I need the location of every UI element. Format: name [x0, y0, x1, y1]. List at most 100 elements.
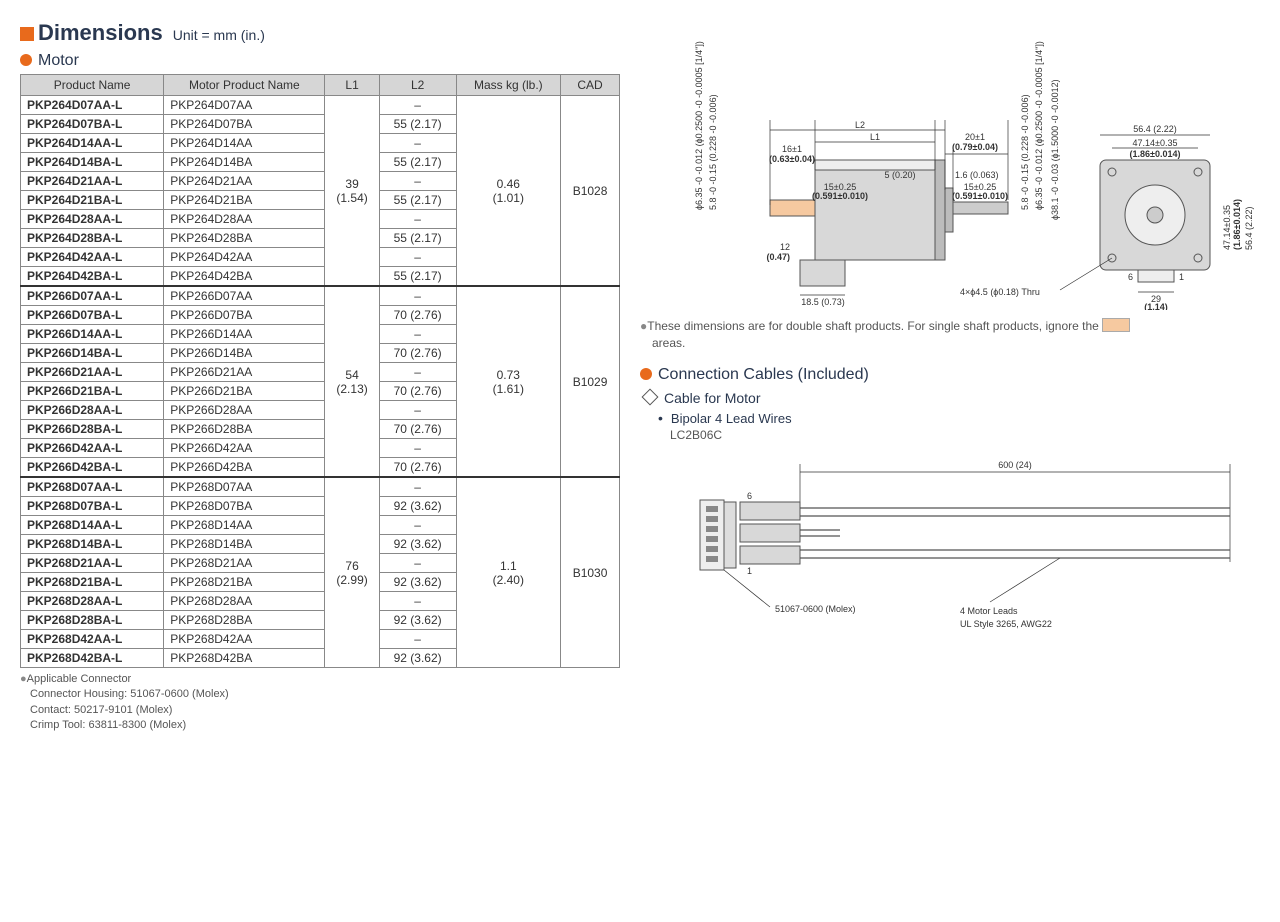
motor-product-name: PKP264D14BA [164, 153, 325, 172]
product-name: PKP268D14AA-L [21, 516, 164, 535]
product-name: PKP264D21AA-L [21, 172, 164, 191]
product-name: PKP268D07AA-L [21, 477, 164, 497]
product-name: PKP264D21BA-L [21, 191, 164, 210]
svg-text:5.8 -0 -0.15 (0.228 -0 -0.006): 5.8 -0 -0.15 (0.228 -0 -0.006) [708, 94, 718, 210]
product-name: PKP266D07BA-L [21, 306, 164, 325]
product-name: PKP266D42AA-L [21, 439, 164, 458]
mass-cell: 0.73(1.61) [456, 286, 561, 477]
motor-product-name: PKP266D07BA [164, 306, 325, 325]
l2-cell: 70 (2.76) [379, 306, 456, 325]
product-name: PKP268D14BA-L [21, 535, 164, 554]
motor-product-name: PKP264D21BA [164, 191, 325, 210]
l1-cell: 39(1.54) [325, 96, 379, 287]
table-header: CAD [561, 75, 620, 96]
l2-cell: – [379, 554, 456, 573]
table-header: Mass kg (lb.) [456, 75, 561, 96]
l2-cell: 55 (2.17) [379, 229, 456, 248]
product-name: PKP264D07AA-L [21, 96, 164, 115]
motor-product-name: PKP266D14BA [164, 344, 325, 363]
l2-cell: 55 (2.17) [379, 115, 456, 134]
l1-cell: 54(2.13) [325, 286, 379, 477]
svg-text:1.6 (0.063): 1.6 (0.063) [955, 170, 999, 180]
l2-cell: 70 (2.76) [379, 382, 456, 401]
table-row: PKP268D07AA-LPKP268D07AA76(2.99)–1.1(2.4… [21, 477, 620, 497]
cad-cell: B1029 [561, 286, 620, 477]
motor-product-name: PKP264D21AA [164, 172, 325, 191]
svg-text:5 (0.20): 5 (0.20) [884, 170, 915, 180]
product-name: PKP264D14AA-L [21, 134, 164, 153]
l2-cell: – [379, 325, 456, 344]
svg-text:ϕ38.1 -0 -0.03 (ϕ1.5000 -0 -0.: ϕ38.1 -0 -0.03 (ϕ1.5000 -0 -0.0012) [1050, 79, 1060, 220]
unit-label: Unit = mm (in.) [173, 27, 265, 43]
cad-cell: B1030 [561, 477, 620, 668]
l2-cell: – [379, 172, 456, 191]
cable-code: LC2B06C [670, 428, 1260, 442]
svg-text:1: 1 [1179, 272, 1184, 282]
cables-heading: Connection Cables (Included) [658, 366, 869, 383]
l2-cell: – [379, 96, 456, 115]
svg-text:(0.591±0.010): (0.591±0.010) [812, 191, 868, 201]
product-name: PKP268D21AA-L [21, 554, 164, 573]
motor-product-name: PKP266D21AA [164, 363, 325, 382]
svg-text:47.14±0.35: 47.14±0.35 [1133, 138, 1178, 148]
circle-bullet-icon [20, 54, 32, 66]
svg-text:6: 6 [747, 491, 752, 501]
motor-product-name: PKP266D42AA [164, 439, 325, 458]
l2-cell: – [379, 363, 456, 382]
motor-product-name: PKP268D28BA [164, 611, 325, 630]
svg-text:18.5 (0.73): 18.5 (0.73) [801, 297, 845, 307]
table-header: L2 [379, 75, 456, 96]
motor-product-name: PKP268D07BA [164, 497, 325, 516]
motor-product-name: PKP264D28BA [164, 229, 325, 248]
l2-cell: 55 (2.17) [379, 153, 456, 172]
circle-bullet-icon [640, 368, 652, 380]
product-name: PKP268D07BA-L [21, 497, 164, 516]
product-name: PKP266D28BA-L [21, 420, 164, 439]
svg-text:4 Motor Leads: 4 Motor Leads [960, 606, 1018, 616]
l2-cell: 70 (2.76) [379, 344, 456, 363]
svg-text:ϕ6.35 -0 -0.012 (ϕ0.2500 -0 -0: ϕ6.35 -0 -0.012 (ϕ0.2500 -0 -0.0005 [1/4… [1034, 41, 1044, 210]
motor-product-name: PKP266D28AA [164, 401, 325, 420]
product-name: PKP266D21BA-L [21, 382, 164, 401]
cable-diagram: 600 (24) 6 1 [640, 452, 1260, 652]
l2-cell: 70 (2.76) [379, 420, 456, 439]
l2-cell: – [379, 401, 456, 420]
motor-product-name: PKP264D14AA [164, 134, 325, 153]
product-name: PKP266D07AA-L [21, 286, 164, 306]
product-name: PKP264D07BA-L [21, 115, 164, 134]
l2-cell: – [379, 592, 456, 611]
svg-text:(1.14): (1.14) [1144, 302, 1168, 310]
svg-text:L1: L1 [870, 132, 880, 142]
bipolar-bullet: Bipolar 4 Lead Wires [658, 410, 1260, 426]
table-row: PKP266D07AA-LPKP266D07AA54(2.13)–0.73(1.… [21, 286, 620, 306]
svg-text:5.8 -0 -0.15 (0.228 -0 -0.006): 5.8 -0 -0.15 (0.228 -0 -0.006) [1020, 94, 1030, 210]
mass-cell: 1.1(2.40) [456, 477, 561, 668]
motor-product-name: PKP266D42BA [164, 458, 325, 478]
product-name: PKP266D42BA-L [21, 458, 164, 478]
svg-text:20±1: 20±1 [965, 132, 985, 142]
svg-text:51067-0600 (Molex): 51067-0600 (Molex) [775, 604, 856, 614]
motor-product-name: PKP264D07BA [164, 115, 325, 134]
mass-cell: 0.46(1.01) [456, 96, 561, 287]
l2-cell: 70 (2.76) [379, 458, 456, 478]
product-name: PKP266D21AA-L [21, 363, 164, 382]
motor-product-name: PKP268D14BA [164, 535, 325, 554]
product-name: PKP266D14BA-L [21, 344, 164, 363]
svg-text:(0.79±0.04): (0.79±0.04) [952, 142, 998, 152]
motor-product-name: PKP266D21BA [164, 382, 325, 401]
l2-cell: 92 (3.62) [379, 649, 456, 668]
svg-text:600 (24): 600 (24) [998, 460, 1032, 470]
product-name: PKP264D28AA-L [21, 210, 164, 229]
motor-product-name: PKP268D21AA [164, 554, 325, 573]
product-name: PKP264D14BA-L [21, 153, 164, 172]
table-header: Motor Product Name [164, 75, 325, 96]
svg-text:6: 6 [1128, 272, 1133, 282]
l2-cell: 92 (3.62) [379, 497, 456, 516]
product-name: PKP268D28AA-L [21, 592, 164, 611]
page-title: Dimensions [38, 20, 163, 45]
motor-table: Product NameMotor Product NameL1L2Mass k… [20, 74, 620, 668]
product-name: PKP264D42BA-L [21, 267, 164, 287]
motor-product-name: PKP268D14AA [164, 516, 325, 535]
svg-text:(0.591±0.010): (0.591±0.010) [952, 191, 1008, 201]
product-name: PKP266D28AA-L [21, 401, 164, 420]
